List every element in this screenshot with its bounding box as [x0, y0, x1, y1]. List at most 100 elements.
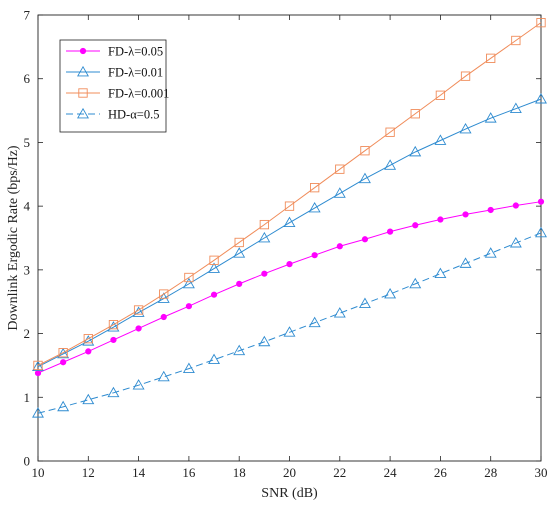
data-point [34, 369, 42, 377]
series-line [37, 98, 542, 368]
data-point [412, 222, 419, 229]
y-axis: 0 1 2 3 4 5 6 7 [24, 8, 541, 469]
x-tick-label: 10 [32, 465, 45, 480]
x-axis: 10 12 14 16 18 20 22 24 26 28 30 [32, 15, 548, 480]
data-point [462, 211, 469, 218]
legend-marker [79, 47, 87, 55]
data-point [286, 261, 293, 268]
legend-marker [77, 65, 89, 77]
data-point [33, 360, 43, 371]
data-point [258, 335, 271, 347]
data-point [182, 362, 195, 373]
y-tick-label: 4 [24, 199, 31, 214]
series-1 [34, 198, 545, 377]
x-tick-label: 14 [132, 465, 146, 480]
y-tick-label: 6 [24, 71, 31, 86]
data-point [107, 386, 120, 398]
data-point [387, 228, 394, 235]
data-point [308, 316, 321, 328]
data-point [409, 145, 422, 157]
data-point [210, 291, 218, 298]
legend-box [59, 39, 167, 133]
y-tick-label: 5 [24, 135, 31, 150]
data-point [536, 17, 546, 28]
data-point [32, 360, 44, 372]
data-point [234, 237, 244, 248]
y-tick-label: 3 [24, 262, 31, 277]
x-tick-label: 22 [333, 465, 346, 480]
legend-label: HD-α=0.5 [108, 107, 159, 121]
legend-marker [78, 88, 88, 98]
series-3 [33, 17, 546, 371]
data-point [57, 347, 70, 359]
data-point [384, 159, 397, 170]
legend-item: FD-λ=0.05 [66, 44, 163, 58]
data-point [184, 272, 194, 283]
data-point [233, 344, 246, 356]
data-point [182, 277, 195, 289]
y-axis-title: Downlink Ergodic Rate (bps/Hz) [6, 145, 21, 331]
data-point [159, 289, 169, 299]
series-layer [32, 17, 547, 418]
data-point [487, 206, 494, 214]
series-4 [32, 226, 547, 418]
data-point [358, 172, 371, 184]
legend-item: HD-α=0.5 [66, 107, 159, 121]
data-point [509, 236, 522, 248]
data-point [283, 216, 296, 228]
data-point [358, 297, 371, 308]
data-point [310, 183, 320, 193]
data-point [333, 187, 346, 198]
x-tick-label: 20 [283, 465, 296, 480]
data-point [484, 112, 497, 123]
series-2 [32, 92, 547, 372]
data-point [434, 134, 447, 145]
series-line [37, 201, 542, 374]
data-point [236, 280, 243, 287]
series-line [37, 232, 542, 414]
data-point [259, 219, 269, 230]
data-point [108, 320, 119, 330]
data-point [360, 146, 370, 156]
data-point [82, 393, 95, 405]
data-point [535, 92, 547, 104]
data-point [57, 400, 70, 412]
x-tick-label: 12 [82, 465, 95, 480]
data-point [284, 201, 295, 211]
data-point [85, 348, 92, 355]
data-point [110, 336, 117, 344]
data-point [460, 71, 471, 81]
legend-label: FD-λ=0.05 [108, 44, 163, 58]
data-point [60, 359, 67, 366]
data-point [535, 226, 547, 238]
data-point [133, 305, 144, 315]
data-point [132, 379, 145, 390]
data-point [335, 164, 345, 174]
series-line [37, 22, 542, 366]
data-point [135, 325, 142, 332]
x-tick-label: 28 [484, 465, 497, 480]
x-axis-title: SNR (dB) [261, 486, 318, 501]
x-tick-label: 26 [434, 465, 448, 480]
data-point [336, 243, 343, 250]
data-point [459, 257, 472, 268]
data-point [233, 247, 246, 258]
x-tick-label: 30 [535, 465, 548, 480]
data-point [537, 198, 545, 205]
data-point [208, 262, 221, 273]
data-point [160, 313, 167, 321]
data-point [437, 216, 444, 223]
legend-item: FD-λ=0.01 [66, 65, 163, 79]
legend-label: FD-λ=0.001 [108, 86, 169, 100]
legend-item: FD-λ=0.001 [66, 86, 169, 100]
data-point [484, 247, 497, 258]
data-point [283, 326, 296, 337]
y-tick-label: 0 [24, 454, 31, 469]
x-tick-label: 16 [182, 465, 196, 480]
data-point [261, 270, 268, 277]
data-point [361, 236, 369, 243]
y-tick-label: 2 [24, 326, 31, 341]
data-point [333, 307, 346, 318]
data-point [58, 348, 68, 358]
